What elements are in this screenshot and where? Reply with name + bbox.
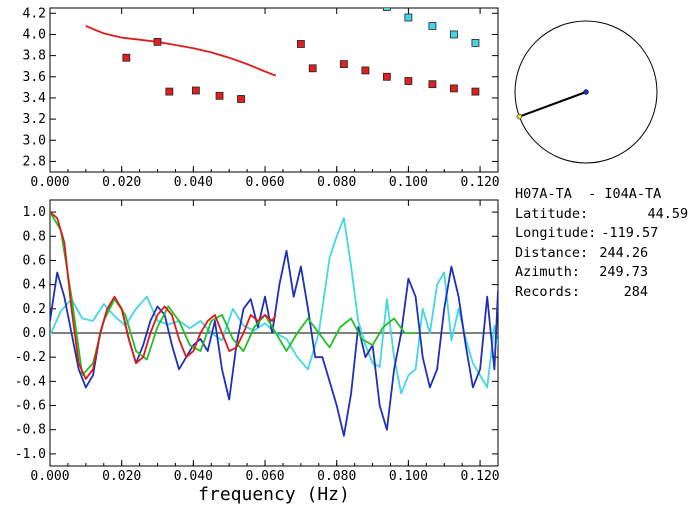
data-point	[308, 64, 317, 73]
azimuth-label: Azimuth:	[515, 264, 581, 280]
y-tick-label: -0.4	[15, 374, 46, 389]
data-point	[382, 72, 391, 81]
y-tick-label: 0.0	[23, 326, 46, 341]
data-point	[404, 13, 413, 22]
data-point	[237, 95, 245, 103]
data-point	[404, 77, 413, 85]
data-point	[471, 87, 480, 96]
x-axis-label: frequency (Hz)	[198, 484, 350, 505]
y-tick-label: 3.4	[23, 91, 47, 106]
latitude-row: Latitude: 44.59	[515, 205, 688, 225]
data-point	[122, 53, 131, 62]
distance-label: Distance:	[515, 244, 589, 261]
azimuth-line	[519, 91, 587, 118]
y-tick-label: 0.4	[23, 278, 47, 293]
x-tick-label: 0.120	[461, 469, 500, 484]
y-tick-label: 3.8	[23, 49, 46, 64]
longitude-row: Longitude: -119.57	[515, 224, 688, 244]
x-tick-label: 0.000	[30, 175, 69, 190]
y-tick-label: 3.6	[23, 70, 46, 85]
data-point	[428, 80, 437, 89]
data-point	[382, 8, 391, 11]
data-point	[215, 91, 224, 100]
x-tick-label: 0.000	[30, 469, 69, 484]
x-tick-label: 0.020	[102, 469, 141, 484]
x-tick-label: 0.020	[102, 175, 141, 190]
y-tick-label: 0.2	[23, 302, 46, 317]
end-station-marker	[516, 113, 523, 120]
polar-circle	[514, 20, 658, 164]
plot-frame	[49, 7, 499, 173]
latitude-label: Latitude:	[515, 205, 589, 222]
series-line	[50, 249, 498, 437]
series-line	[50, 211, 277, 380]
correlation-panel: 0.000 0.020 0.040 0.060 0.080 0.100 0.120 1.0 0.…	[15, 199, 500, 505]
y-tick-label: -0.6	[15, 399, 46, 414]
data-point	[450, 84, 458, 93]
series-line	[85, 25, 277, 77]
records-label: Records:	[515, 283, 581, 300]
center-station-marker	[583, 89, 589, 95]
station-info: H07A-TA - I04A-TA Latitude: 44.59 Longitu…	[515, 185, 688, 302]
phase-velocity-panel: 0.000 0.020 0.040 0.060 0.080 0.100 0.120 2.8 3.…	[23, 6, 500, 190]
data-point	[296, 40, 305, 48]
y-tick-label: -1.0	[15, 447, 46, 462]
x-tick-label: 0.080	[317, 175, 356, 190]
longitude-value: -119.57	[601, 225, 659, 241]
data-point	[361, 66, 370, 75]
x-tick-label: 0.060	[245, 469, 284, 484]
azimuth-row: Azimuth: 249.73	[515, 263, 688, 283]
records-row: Records: 284	[515, 283, 688, 303]
y-tick-label: 3.0	[23, 133, 46, 148]
series-group	[50, 211, 498, 437]
series-line	[50, 217, 498, 395]
x-tick-label: 0.100	[389, 175, 428, 190]
x-tick-label: 0.120	[461, 175, 500, 190]
azimuth-polar-plot	[514, 20, 658, 164]
y-tick-label: -0.8	[15, 423, 46, 438]
y-tick-label: 0.6	[23, 253, 46, 268]
x-tick-label: 0.060	[245, 175, 284, 190]
data-point	[153, 37, 162, 46]
y-tick-label: 0.8	[23, 229, 46, 244]
series-line	[50, 211, 416, 377]
data-point	[471, 39, 480, 47]
records-value: 284	[623, 283, 649, 300]
y-tick-label: 2.8	[23, 154, 46, 169]
y-tick-label: -0.2	[15, 350, 46, 365]
x-tick-label: 0.080	[317, 469, 356, 484]
x-tick-label: 0.100	[389, 469, 428, 484]
series-group	[85, 8, 480, 103]
distance-row: Distance: 244.26	[515, 244, 688, 264]
data-point	[165, 87, 174, 96]
data-point	[191, 86, 200, 95]
x-tick-label: 0.040	[174, 469, 213, 484]
station-pair: H07A-TA - I04A-TA	[515, 186, 662, 202]
y-tick-label: 4.0	[23, 27, 46, 42]
latitude-value: 44.59	[647, 205, 689, 222]
longitude-label: Longitude:	[515, 225, 597, 241]
distance-value: 244.26	[599, 244, 649, 261]
x-tick-label: 0.040	[174, 175, 213, 190]
y-tick-label: 4.2	[23, 6, 46, 21]
data-point	[339, 60, 348, 68]
y-tick-label: 1.0	[23, 205, 46, 220]
y-tick-label: 3.2	[23, 112, 46, 127]
data-point	[428, 22, 437, 30]
azimuth-value: 249.73	[599, 264, 649, 280]
data-point	[450, 30, 458, 39]
